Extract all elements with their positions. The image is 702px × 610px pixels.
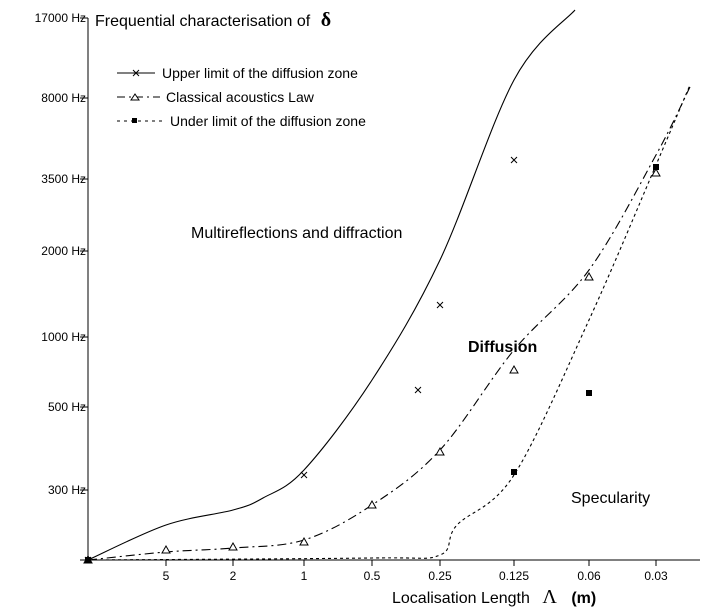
y-tick-label: 300 Hz: [48, 483, 86, 497]
marker-triangle: [299, 536, 309, 546]
legend-item-upper: Upper limit of the diffusion zone: [117, 65, 358, 81]
marker-triangle: [161, 544, 171, 554]
marker-triangle: [435, 446, 445, 456]
marker-x: [300, 471, 308, 479]
x-tick-label: 0.5: [364, 569, 381, 583]
x-tick-label: 0.125: [499, 569, 529, 583]
marker-square: [653, 164, 659, 170]
legend: Upper limit of the diffusion zone Classi…: [117, 65, 366, 129]
x-axis-label-symbol: Λ: [542, 586, 557, 608]
marker-triangle: [651, 167, 661, 177]
legend-label-classical: Classical acoustics Law: [166, 89, 315, 105]
y-tick-label: 500 Hz: [48, 400, 86, 414]
legend-item-classical: Classical acoustics Law: [117, 89, 315, 105]
x-tick-label: 1: [301, 569, 308, 583]
annotation-multireflections: Multireflections and diffraction: [191, 225, 402, 242]
y-tick-label: 3500 Hz: [41, 172, 86, 186]
markers-layer: [83, 156, 661, 564]
x-ticks: 5 2 1 0.5 0.25 0.125 0.06 0.03: [163, 560, 668, 583]
chart-title-group: Frequential characterisation of δ: [95, 9, 331, 31]
marker-square: [511, 469, 517, 475]
legend-label-upper: Upper limit of the diffusion zone: [162, 65, 358, 81]
series-line-under-limit: [87, 84, 691, 561]
marker-triangle: [228, 541, 238, 551]
x-tick-label: 0.25: [428, 569, 452, 583]
x-axis-label-unit: (m): [571, 590, 596, 607]
marker-x: [414, 386, 422, 394]
x-tick-label: 2: [230, 569, 237, 583]
y-tick-label: 8000 Hz: [41, 91, 86, 105]
legend-marker-under: [132, 118, 137, 123]
x-axis-label: Localisation Length: [392, 590, 530, 607]
chart-title: Frequential characterisation of: [95, 13, 311, 30]
marker-triangle: [584, 271, 594, 281]
legend-marker-classical: [130, 93, 140, 101]
x-tick-label: 5: [163, 569, 170, 583]
marker-square: [586, 390, 592, 396]
x-tick-label: 0.06: [577, 569, 601, 583]
y-tick-label: 2000 Hz: [41, 244, 86, 258]
marker-square: [85, 557, 91, 563]
annotation-diffusion: Diffusion: [468, 339, 537, 356]
legend-label-under: Under limit of the diffusion zone: [170, 113, 366, 129]
legend-marker-upper: [132, 69, 140, 77]
series-line-classical-law: [87, 86, 691, 561]
marker-triangle: [367, 499, 377, 509]
chart-title-symbol: δ: [321, 9, 331, 31]
y-ticks: 17000 Hz 8000 Hz 3500 Hz 2000 Hz 1000 Hz 500 …: [35, 11, 88, 497]
x-axis-label-group: Localisation Length Λ (m): [392, 586, 596, 608]
annotation-specularity: Specularity: [571, 490, 650, 507]
series-line-upper-limit: [87, 9, 576, 561]
marker-x: [510, 156, 518, 164]
y-tick-label: 17000 Hz: [35, 11, 86, 25]
x-tick-label: 0.03: [644, 569, 668, 583]
series-layer: [87, 9, 691, 561]
legend-item-under: Under limit of the diffusion zone: [117, 113, 366, 129]
marker-x: [436, 301, 444, 309]
y-tick-label: 1000 Hz: [41, 330, 86, 344]
marker-triangle: [509, 364, 519, 374]
